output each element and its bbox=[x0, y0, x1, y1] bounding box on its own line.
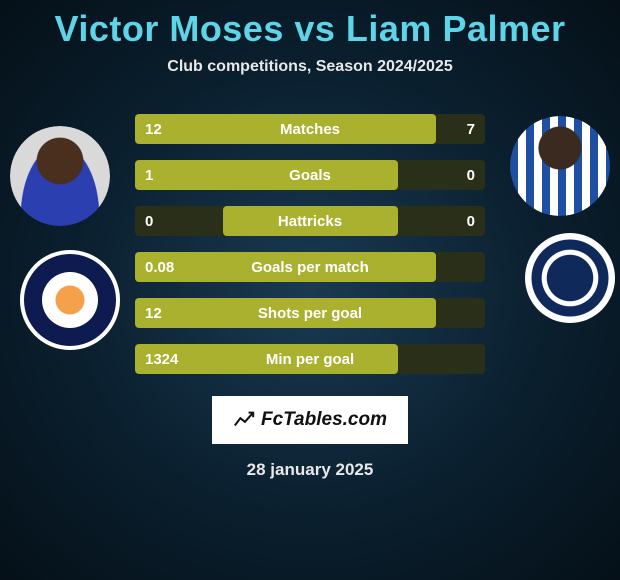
bar-fill-right bbox=[310, 344, 398, 374]
stat-row: Matches127 bbox=[135, 114, 485, 144]
bar-left bbox=[135, 252, 310, 282]
bar-fill-left bbox=[135, 160, 310, 190]
stat-row: Goals per match0.08 bbox=[135, 252, 485, 282]
bar-right bbox=[310, 114, 485, 144]
bar-fill-right bbox=[310, 252, 436, 282]
bar-left bbox=[135, 160, 310, 190]
bar-fill-left bbox=[135, 252, 310, 282]
brand-text: FcTables.com bbox=[261, 409, 387, 431]
subtitle: Club competitions, Season 2024/2025 bbox=[0, 58, 620, 76]
bar-left bbox=[135, 298, 310, 328]
bar-left bbox=[135, 344, 310, 374]
bar-right bbox=[310, 160, 485, 190]
bar-left bbox=[135, 206, 310, 236]
stat-row: Shots per goal12 bbox=[135, 298, 485, 328]
stat-row: Min per goal1324 bbox=[135, 344, 485, 374]
bar-fill-right bbox=[310, 298, 436, 328]
avatar-image bbox=[10, 126, 110, 226]
bar-fill-left bbox=[135, 114, 310, 144]
bar-left bbox=[135, 114, 310, 144]
player-left-avatar bbox=[10, 126, 110, 226]
stat-row: Hattricks00 bbox=[135, 206, 485, 236]
date-label: 28 january 2025 bbox=[0, 460, 620, 480]
crest-image bbox=[525, 233, 615, 323]
club-right-crest bbox=[520, 228, 620, 328]
crest-image bbox=[20, 250, 120, 350]
club-left-crest bbox=[20, 250, 120, 350]
avatar-image bbox=[510, 116, 610, 216]
brand-box: FcTables.com bbox=[212, 396, 408, 444]
brand-logo-icon bbox=[233, 409, 255, 431]
page-title: Victor Moses vs Liam Palmer bbox=[0, 8, 620, 50]
bar-fill-right bbox=[310, 114, 436, 144]
stat-row: Goals10 bbox=[135, 160, 485, 190]
bar-fill-left bbox=[135, 298, 310, 328]
bar-fill-left bbox=[223, 206, 311, 236]
bar-right bbox=[310, 252, 485, 282]
bar-fill-right bbox=[310, 206, 398, 236]
bar-right bbox=[310, 298, 485, 328]
bar-right bbox=[310, 344, 485, 374]
bar-right bbox=[310, 206, 485, 236]
bar-fill-right bbox=[310, 160, 398, 190]
player-right-avatar bbox=[510, 116, 610, 216]
bar-fill-left bbox=[135, 344, 310, 374]
stats-bars: Matches127 Goals10 Hattricks00 Goals per ma… bbox=[135, 114, 485, 374]
